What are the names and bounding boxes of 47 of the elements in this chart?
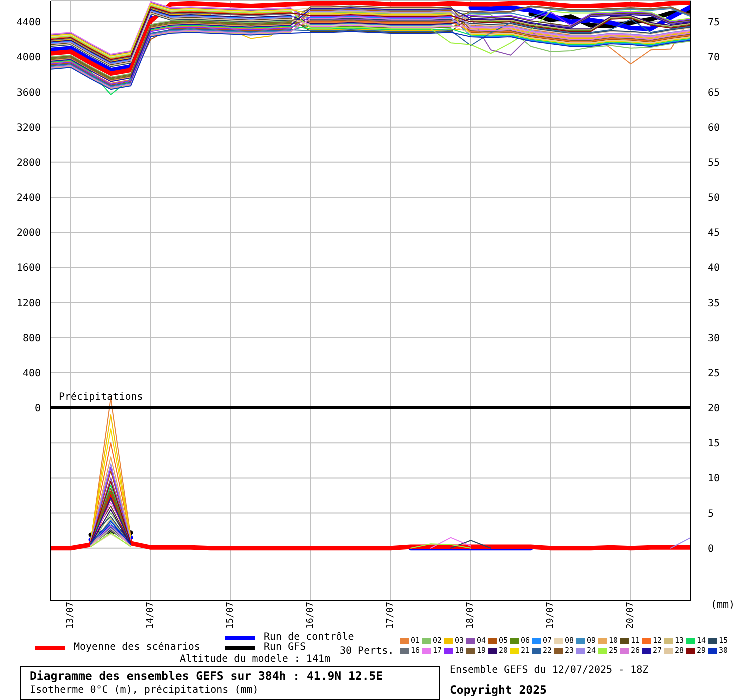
- ref-line-label: Précipitations: [59, 392, 144, 404]
- y-tick-label: 800: [22, 333, 41, 344]
- y2-tick-label: 20: [708, 404, 720, 415]
- x-tick-label: 16/07: [306, 602, 316, 630]
- text: Diagramme des ensembles GEFS sur 384h : 41.9N 12.5E: [30, 669, 384, 683]
- y2-tick-label: 0: [708, 544, 714, 555]
- legend-label: Run de contrôle: [264, 632, 354, 643]
- legend-title: 30 Perts.: [340, 646, 394, 657]
- legend-label: Run GFS: [264, 642, 306, 653]
- y2-tick-label: 5: [708, 508, 714, 520]
- text: Ensemble GEFS du 12/07/2025 - 18Z: [450, 665, 649, 676]
- y-tick-label: 2800: [16, 158, 41, 169]
- legend-label: Moyenne des scénarios: [74, 642, 200, 653]
- y-tick-label: 0: [34, 404, 41, 415]
- y2-tick-label: 40: [708, 263, 720, 274]
- y-tick-label: 4400: [16, 18, 41, 29]
- y2-tick-label: 30: [708, 333, 720, 344]
- y2-tick-label: 25: [708, 368, 720, 380]
- y-tick-label: 2000: [16, 228, 41, 240]
- x-tick-label: 14/07: [146, 602, 156, 630]
- x-tick-label: 13/07: [66, 602, 76, 630]
- y-tick-label: 1600: [16, 263, 41, 274]
- y-tick-label: 2400: [16, 193, 41, 204]
- y-tick-label: 1200: [16, 298, 41, 310]
- x-tick-label: 15/07: [226, 602, 236, 630]
- y2-tick-label: 70: [708, 52, 720, 64]
- y2-tick-label: 75: [708, 18, 720, 29]
- text: Copyright 2025: [450, 683, 547, 697]
- y2-tick-label: 10: [708, 474, 720, 485]
- y2-tick-label: 35: [708, 298, 720, 310]
- y-tick-label: 3600: [16, 88, 41, 99]
- x-tick-label: 18/07: [466, 602, 476, 630]
- x-tick-label: 17/07: [386, 602, 396, 630]
- y2-axis-title: (mm): [711, 600, 736, 611]
- y2-tick-label: 60: [708, 122, 720, 134]
- y2-tick-label: 65: [708, 88, 720, 99]
- text: Isotherme 0°C (m), précipitations (mm): [30, 685, 259, 696]
- y-tick-label: 3200: [16, 122, 41, 134]
- y-tick-label: 400: [22, 368, 41, 380]
- y-tick-label: 4000: [16, 52, 41, 64]
- x-tick-label: 19/07: [546, 602, 556, 630]
- y2-tick-label: 45: [708, 228, 720, 240]
- text: Altitude du modele : 141m: [180, 654, 331, 665]
- x-tick-label: 20/07: [626, 602, 636, 630]
- y2-tick-label: 15: [708, 438, 720, 450]
- y2-tick-label: 55: [708, 158, 720, 169]
- y2-tick-label: 50: [708, 193, 720, 204]
